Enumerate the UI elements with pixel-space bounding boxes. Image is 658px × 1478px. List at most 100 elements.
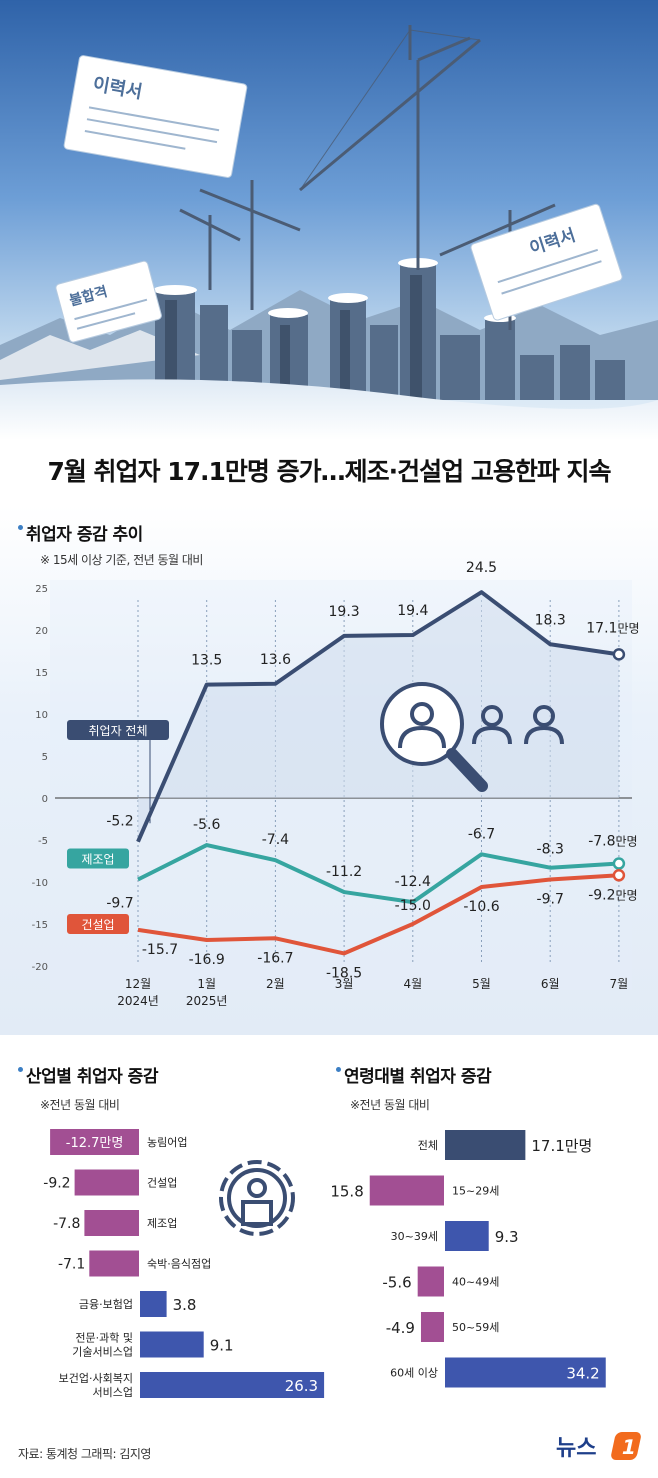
data-label: -7.4 xyxy=(262,832,289,848)
bullet-dot xyxy=(336,1067,341,1072)
data-label-unit: 만명 xyxy=(616,888,638,902)
industry-title: 산업별 취업자 증감 xyxy=(18,1062,158,1087)
data-label: -12.4 xyxy=(395,874,431,890)
data-label: -5.6 xyxy=(193,817,220,833)
industry-category-label: 금융·보험업 xyxy=(79,1298,133,1311)
industry-title-text: 산업별 취업자 증감 xyxy=(26,1067,158,1087)
person-body xyxy=(524,725,564,745)
series-tag: 제조업 xyxy=(67,848,129,869)
age-bar xyxy=(417,1266,444,1297)
age-value-label: 17.1만명 xyxy=(531,1137,592,1155)
data-label-unit: 만명 xyxy=(616,835,638,849)
tag-connector xyxy=(149,729,157,824)
industry-category-label: 농림어업 xyxy=(147,1136,187,1149)
age-category-label: 15~29세 xyxy=(452,1185,499,1198)
industry-category-label: 전문·과학 및 xyxy=(75,1332,133,1345)
gear-worker-icon xyxy=(219,1160,295,1236)
person-head xyxy=(410,702,434,726)
age-bar xyxy=(445,1130,526,1160)
industry-value-label: -12.7만명 xyxy=(66,1136,124,1151)
source-credit: 자료: 통계청 그래픽: 김지영 xyxy=(18,1447,151,1461)
age-value-label: -4.9 xyxy=(386,1319,415,1337)
person-head xyxy=(481,705,503,727)
industry-bar-chart: -12.7만명 농림어업 -9.2 건설업 -7.8 제조업 -7.1 숙박·음식점업 3.8 금… xyxy=(43,1129,325,1399)
person-head xyxy=(533,705,555,727)
industry-category-label: 숙박·음식점업 xyxy=(147,1258,211,1271)
age-value-label: 9.3 xyxy=(495,1228,519,1246)
x-tick-label: 6월 xyxy=(541,977,560,991)
industry-value-label: -7.1 xyxy=(58,1257,85,1273)
series-tag-box xyxy=(67,720,169,740)
data-label: 13.6 xyxy=(260,652,291,668)
series-line-2 xyxy=(137,873,620,956)
industry-note: ※전년 동월 대비 xyxy=(40,1098,120,1112)
series-end-marker xyxy=(612,648,626,661)
age-bar xyxy=(445,1357,606,1388)
x-tick-label: 7월 xyxy=(610,977,629,991)
x-tick-label: 1월 xyxy=(197,977,216,991)
data-label: 19.3 xyxy=(329,604,360,620)
age-value-label: -15.8 xyxy=(330,1183,364,1201)
age-bar xyxy=(445,1221,489,1251)
bullet-dot xyxy=(18,525,23,530)
series-tag-box xyxy=(67,848,129,869)
age-category-label: 30~39세 xyxy=(391,1230,438,1243)
trend-title-text: 취업자 증감 추이 xyxy=(26,525,143,545)
industry-value-label: -7.8 xyxy=(53,1216,80,1232)
person-body xyxy=(398,725,446,749)
industry-category-label: 건설업 xyxy=(147,1177,177,1190)
gear-outline xyxy=(219,1160,295,1236)
logo-text: 뉴스 xyxy=(556,1436,596,1461)
x-tick-label: 2024년 xyxy=(117,994,159,1008)
series-tag-label: 제조업 xyxy=(81,852,114,866)
y-tick-label: 25 xyxy=(35,584,48,595)
data-label: -7.8만명 xyxy=(588,834,637,850)
age-value-label: -5.6 xyxy=(382,1274,411,1292)
data-label: 17.1만명 xyxy=(586,620,639,636)
trend-title: 취업자 증감 추이 xyxy=(18,520,143,545)
data-label: 18.3 xyxy=(535,612,566,628)
y-tick-label: -15 xyxy=(32,920,48,931)
x-tick-label: 3월 xyxy=(335,977,354,991)
bullet-dot xyxy=(18,1067,23,1072)
data-label: 19.4 xyxy=(397,603,428,619)
y-tick-label: 0 xyxy=(42,794,48,805)
industry-bar xyxy=(89,1250,139,1277)
industry-value-label: 9.1 xyxy=(210,1337,234,1355)
data-label: -5.2 xyxy=(106,814,133,830)
industry-bar xyxy=(50,1129,139,1155)
data-label: -9.2만명 xyxy=(588,887,637,903)
industry-value-label: -9.2 xyxy=(43,1176,70,1192)
age-bar xyxy=(369,1175,444,1206)
hero-illustration: 이력서 이력서 불합격 xyxy=(0,0,658,440)
industry-bar xyxy=(84,1210,139,1236)
series-tag: 건설업 xyxy=(67,914,129,934)
person-body xyxy=(472,725,512,745)
data-label: -6.7 xyxy=(468,826,495,842)
y-tick-label: 10 xyxy=(35,710,48,721)
age-bar-chart: 17.1만명 전체 -15.8 15~29세 9.3 30~39세 -5.6 40~49세 -4… xyxy=(330,1130,606,1388)
series-tag-label: 취업자 전체 xyxy=(88,724,147,738)
data-label: 13.5 xyxy=(191,653,222,669)
people-search-icon xyxy=(380,682,564,792)
x-tick-label: 2월 xyxy=(266,977,285,991)
industry-category-label: 서비스업 xyxy=(93,1386,133,1399)
data-label: -15.0 xyxy=(395,898,431,914)
industry-category-label: 보건업·사회복지 xyxy=(59,1372,133,1385)
y-tick-label: 20 xyxy=(35,626,48,637)
series-tag: 취업자 전체 xyxy=(67,720,169,740)
y-tick-label: -20 xyxy=(32,962,48,973)
series-end-marker xyxy=(612,857,626,870)
series-line-0 xyxy=(136,590,620,843)
data-label: -9.7 xyxy=(106,895,133,911)
headline: 7월 취업자 17.1만명 증가…제조·건설업 고용한파 지속 xyxy=(47,457,611,486)
data-label: -10.6 xyxy=(463,899,499,915)
data-label: -18.5 xyxy=(326,965,362,981)
age-category-label: 전체 xyxy=(418,1139,438,1152)
news1-logo: 뉴스 1 xyxy=(556,1432,641,1461)
x-tick-label: 12월 xyxy=(125,977,151,991)
series-end-marker xyxy=(612,869,626,882)
age-title: 연령대별 취업자 증감 xyxy=(336,1062,492,1087)
industry-bar xyxy=(74,1169,139,1196)
